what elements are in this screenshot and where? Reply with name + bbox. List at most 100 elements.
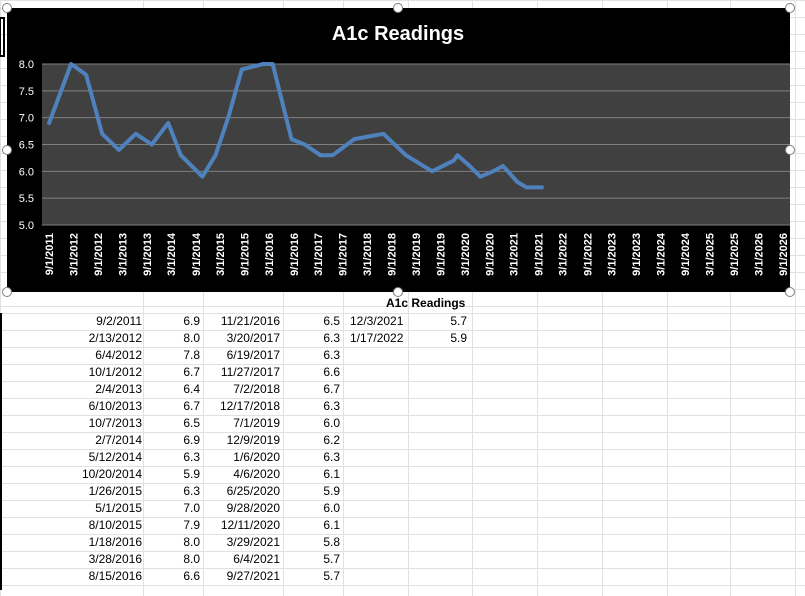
cell-date[interactable]: 8/15/2016 <box>88 569 142 583</box>
cell-value[interactable]: 6.2 <box>323 433 340 447</box>
cell-date[interactable]: 3/28/2016 <box>88 552 142 566</box>
resize-handle[interactable] <box>2 287 12 297</box>
resize-handles[interactable] <box>2 3 795 297</box>
cell-value[interactable]: 6.6 <box>183 569 200 583</box>
x-tick-label: 9/1/2026 <box>778 233 790 276</box>
cell-value[interactable]: 8.0 <box>183 535 200 549</box>
cell-value[interactable]: 6.3 <box>323 450 340 464</box>
cell-date[interactable]: 1/17/2022 <box>350 331 404 345</box>
cell-value[interactable]: 6.7 <box>323 382 340 396</box>
y-tick-label: 7.5 <box>19 86 34 98</box>
cell-date[interactable]: 1/18/2016 <box>88 535 142 549</box>
cell-date[interactable]: 6/4/2012 <box>95 348 142 362</box>
cell-value[interactable]: 5.7 <box>323 569 340 583</box>
series-line[interactable] <box>47 62 544 190</box>
cell-value[interactable]: 6.1 <box>323 518 340 532</box>
cell-date[interactable]: 5/1/2015 <box>95 501 142 515</box>
cell-value[interactable]: 7.9 <box>183 518 200 532</box>
cell-date[interactable]: 9/28/2020 <box>226 501 280 515</box>
y-gridlines <box>42 63 790 226</box>
cell-date[interactable]: 6/25/2020 <box>226 484 280 498</box>
cell-value[interactable]: 5.8 <box>323 535 340 549</box>
cell-value[interactable]: 5.7 <box>450 314 467 328</box>
cell-value[interactable]: 6.3 <box>183 484 200 498</box>
resize-handle[interactable] <box>2 145 12 155</box>
cell-value[interactable]: 6.3 <box>323 348 340 362</box>
x-tick-label: 9/1/2013 <box>142 233 154 276</box>
cell-date[interactable]: 11/27/2017 <box>220 365 280 379</box>
cell-date[interactable]: 11/21/2016 <box>220 314 280 328</box>
cell-date[interactable]: 1/26/2015 <box>88 484 142 498</box>
cell-value[interactable]: 6.9 <box>183 314 200 328</box>
cell-date[interactable]: 12/9/2019 <box>226 433 280 447</box>
cell-value[interactable]: 8.0 <box>183 331 200 345</box>
cell-value[interactable]: 6.3 <box>183 450 200 464</box>
y-tick-label: 6.0 <box>19 166 34 178</box>
cell-value[interactable]: 6.0 <box>323 501 340 515</box>
cell-date[interactable]: 10/20/2014 <box>81 467 142 481</box>
cell-date[interactable]: 12/3/2021 <box>350 314 404 328</box>
cell-value[interactable]: 6.9 <box>183 433 200 447</box>
cell-date[interactable]: 5/12/2014 <box>88 450 142 464</box>
cell-date[interactable]: 7/1/2019 <box>233 416 280 430</box>
cell-value[interactable]: 7.8 <box>183 348 200 362</box>
resize-handle[interactable] <box>393 3 403 13</box>
x-tick-label: 9/1/2011 <box>44 233 56 275</box>
cell-value[interactable]: 6.7 <box>183 365 200 379</box>
cell-date[interactable]: 9/27/2021 <box>226 569 280 583</box>
y-tick-label: 8.0 <box>19 59 34 71</box>
x-tick-label: 3/1/2014 <box>166 232 178 276</box>
x-tick-label: 9/1/2015 <box>240 233 252 276</box>
cell-date[interactable]: 1/6/2020 <box>233 450 280 464</box>
cell-date[interactable]: 12/17/2018 <box>219 399 280 413</box>
cell-value[interactable]: 6.3 <box>323 399 340 413</box>
resize-handle[interactable] <box>785 3 795 13</box>
cell-value[interactable]: 6.4 <box>183 382 200 396</box>
cell-value[interactable]: 5.7 <box>323 552 340 566</box>
cell-date[interactable]: 10/1/2012 <box>88 365 142 379</box>
cell-date[interactable]: 3/29/2021 <box>226 535 280 549</box>
cell-date[interactable]: 9/2/2011 <box>96 314 142 328</box>
y-tick-label: 6.5 <box>19 140 34 152</box>
x-tick-label: 3/1/2017 <box>313 233 325 276</box>
x-tick-label: 9/1/2023 <box>631 233 643 276</box>
cell-date[interactable]: 7/2/2018 <box>233 382 280 396</box>
cell-value[interactable]: 6.6 <box>323 365 340 379</box>
x-tick-label: 9/1/2018 <box>387 233 399 276</box>
chart-title[interactable]: A1c Readings <box>332 23 464 45</box>
cell-value[interactable]: 6.5 <box>323 314 340 328</box>
cell-value[interactable]: 5.9 <box>183 467 200 481</box>
cell-value[interactable]: 6.1 <box>323 467 340 481</box>
cell-value[interactable]: 6.5 <box>183 416 200 430</box>
series-a1c[interactable] <box>47 62 544 190</box>
cell-date[interactable]: 6/4/2021 <box>233 552 280 566</box>
cell-date[interactable]: 4/6/2020 <box>233 467 280 481</box>
cell-date[interactable]: 2/4/2013 <box>95 382 142 396</box>
x-tick-label: 9/1/2017 <box>338 233 350 276</box>
cell-date[interactable]: 10/7/2013 <box>88 416 142 430</box>
resize-handle[interactable] <box>2 3 12 13</box>
cell-date[interactable]: 6/19/2017 <box>226 348 280 362</box>
cell-date[interactable]: 8/10/2015 <box>88 518 142 532</box>
x-tick-label: 3/1/2018 <box>362 233 374 276</box>
cell-value[interactable]: 6.7 <box>183 399 200 413</box>
cell-date[interactable]: 6/10/2013 <box>88 399 142 413</box>
x-tick-label: 3/1/2026 <box>753 233 765 276</box>
cell-value[interactable]: 5.9 <box>323 484 340 498</box>
y-tick-label: 5.5 <box>19 193 34 205</box>
cell-value[interactable]: 5.9 <box>450 331 467 345</box>
resize-handle[interactable] <box>785 145 795 155</box>
cell-date[interactable]: 2/7/2014 <box>95 433 142 447</box>
cell-value[interactable]: 6.3 <box>323 331 340 345</box>
x-tick-label: 9/1/2021 <box>533 233 545 276</box>
y-tick-label: 7.0 <box>19 113 34 125</box>
cell-value[interactable]: 7.0 <box>183 501 200 515</box>
cell-value[interactable]: 6.0 <box>323 416 340 430</box>
resize-handle[interactable] <box>785 287 795 297</box>
resize-handle[interactable] <box>393 287 403 297</box>
cell-date[interactable]: 2/13/2012 <box>88 331 142 345</box>
cell-date[interactable]: 3/20/2017 <box>226 331 280 345</box>
cell-value[interactable]: 8.0 <box>183 552 200 566</box>
cell-date[interactable]: 12/11/2020 <box>220 518 280 532</box>
